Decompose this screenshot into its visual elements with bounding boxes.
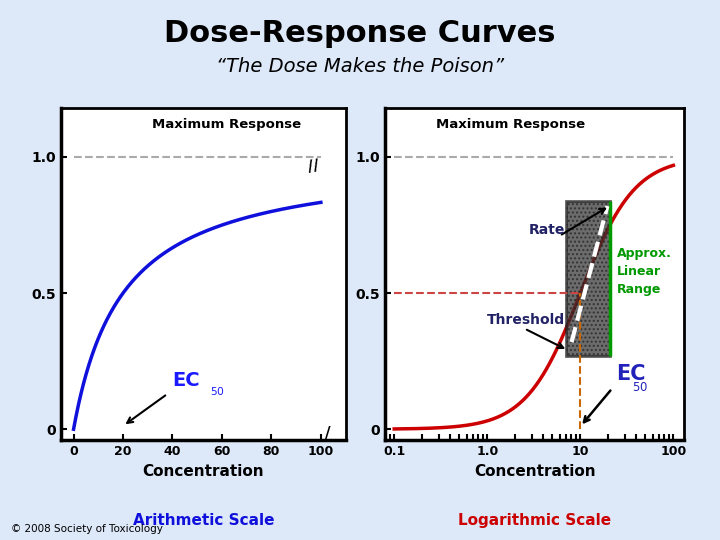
Text: Logarithmic Scale: Logarithmic Scale <box>458 513 611 528</box>
Text: Rate: Rate <box>529 224 565 238</box>
X-axis label: Concentration: Concentration <box>143 463 264 478</box>
Text: EC: EC <box>173 371 200 390</box>
Text: Maximum Response: Maximum Response <box>436 118 585 131</box>
Text: Maximum Response: Maximum Response <box>152 118 301 131</box>
Text: /: / <box>325 426 331 441</box>
Text: EC: EC <box>616 364 645 384</box>
Text: Threshold: Threshold <box>487 313 565 327</box>
Text: $_{50}$: $_{50}$ <box>632 376 648 394</box>
Text: //: // <box>307 158 320 175</box>
Text: $_{50}$: $_{50}$ <box>210 383 225 398</box>
Text: Dose-Response Curves: Dose-Response Curves <box>164 19 556 48</box>
Text: “The Dose Makes the Poison”: “The Dose Makes the Poison” <box>216 57 504 76</box>
Bar <box>566 200 611 356</box>
Text: Arithmetic Scale: Arithmetic Scale <box>132 513 274 528</box>
X-axis label: Concentration: Concentration <box>474 463 595 478</box>
Text: © 2008 Society of Toxicology: © 2008 Society of Toxicology <box>11 523 163 534</box>
Text: Approx.
Linear
Range: Approx. Linear Range <box>617 247 672 296</box>
